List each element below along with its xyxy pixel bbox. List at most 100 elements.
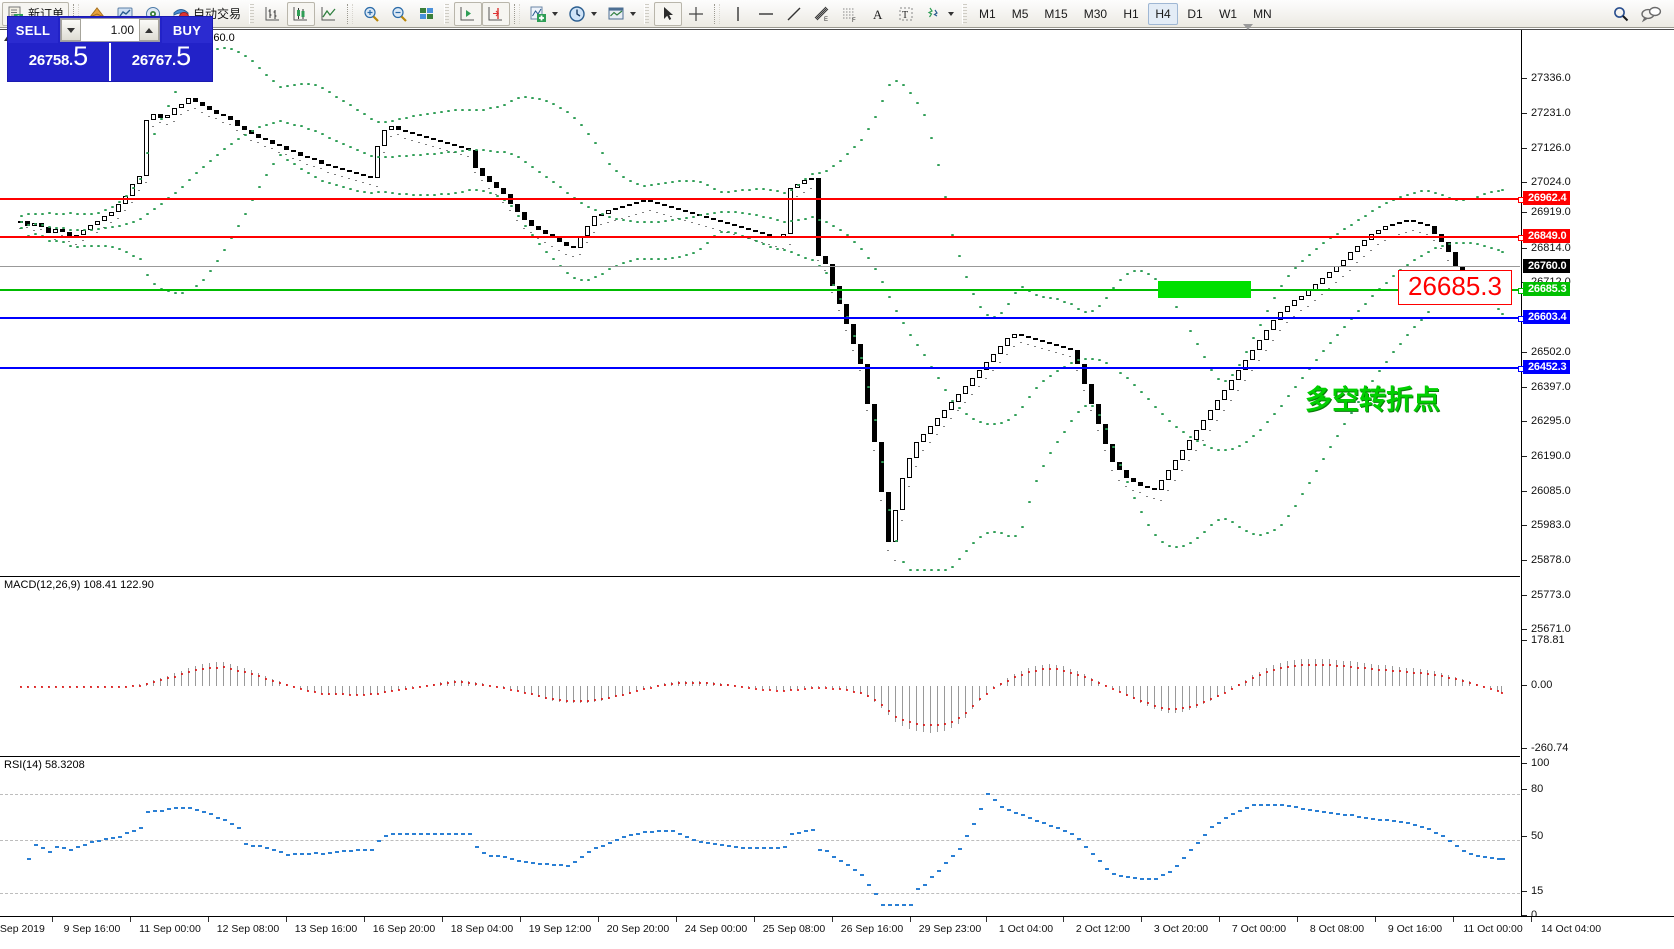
search-icon[interactable] — [1612, 5, 1630, 23]
bollinger-band-point — [398, 192, 401, 195]
timeframe-button-m1[interactable]: M1 — [979, 6, 996, 21]
volume-input[interactable]: 1.00 — [81, 19, 139, 41]
bollinger-band-point — [972, 541, 975, 544]
equidistant-channel-button[interactable]: E — [808, 2, 836, 26]
candlestick — [1165, 470, 1171, 491]
rsi-point — [1245, 806, 1249, 809]
trendline-button[interactable] — [780, 2, 808, 26]
volume-stepper[interactable]: 1.00 — [60, 18, 160, 42]
text-button[interactable]: A — [864, 2, 892, 26]
bollinger-band-point — [720, 190, 723, 193]
candlestick — [836, 286, 842, 311]
chat-icon[interactable] — [1640, 5, 1662, 23]
candlestick — [857, 344, 863, 371]
volume-decrease-button[interactable] — [61, 19, 81, 41]
macd-pane[interactable]: MACD(12,26,9) 108.41 122.90 — [0, 576, 1520, 753]
auto-scroll-button[interactable] — [454, 1, 483, 26]
price-axis[interactable]: 27336.0 27231.0 27126.0 27024.0 26919.0 26814… — [1521, 30, 1674, 949]
horizontal-line-button[interactable] — [752, 2, 780, 26]
ask-price[interactable]: 26767 . 5 — [109, 43, 212, 81]
bar-chart-button[interactable] — [259, 2, 287, 26]
templates-button[interactable] — [602, 2, 641, 26]
support-line-2[interactable] — [0, 366, 1524, 372]
tile-windows-button[interactable] — [413, 2, 441, 26]
candle-body — [129, 184, 135, 196]
resistance-line-1[interactable] — [0, 197, 1524, 203]
chevron-down-icon[interactable] — [591, 11, 598, 16]
rsi-point — [307, 852, 311, 855]
bollinger-band-point — [1490, 191, 1493, 194]
macd-histogram-bar — [230, 663, 231, 686]
current-price-chip[interactable]: 26760.0 — [1523, 259, 1571, 273]
candle-wick — [1097, 430, 1099, 431]
rsi-point — [48, 850, 52, 853]
chevron-down-icon[interactable] — [948, 11, 955, 16]
bid-price[interactable]: 26758 . 5 — [8, 43, 109, 81]
timeframe-button-d1[interactable]: D1 — [1187, 6, 1203, 21]
timeframe-button-h1[interactable]: H1 — [1123, 6, 1139, 21]
chart-canvas[interactable]: DJ30-,H4 26758.0 26760.0 26757.0 26760.0… — [0, 24, 1674, 949]
time-axis-tick: 7 Oct 00:00 — [1231, 923, 1287, 935]
bollinger-band-point — [839, 298, 842, 301]
volume-increase-button[interactable] — [139, 19, 159, 41]
shapes-button[interactable] — [920, 2, 959, 26]
fibonacci-button[interactable]: F — [836, 2, 864, 26]
candlestick — [185, 98, 191, 111]
candlestick-chart-button[interactable] — [287, 1, 316, 26]
bollinger-band-point — [853, 335, 856, 338]
bollinger-middle-point — [1245, 440, 1248, 443]
candle-body — [1025, 336, 1031, 338]
resistance-level-2-chip[interactable]: 26849.0 — [1523, 229, 1571, 243]
pivot-price-tag[interactable]: 26685.3 — [1398, 270, 1512, 305]
line-chart-button[interactable] — [315, 2, 343, 26]
crosshair-button[interactable] — [682, 2, 710, 26]
resistance-line-2[interactable] — [0, 235, 1524, 241]
price-pane[interactable]: 26685.3 多空转折点 — [0, 24, 1524, 571]
toolbar-grip[interactable] — [644, 3, 650, 24]
chevron-down-icon[interactable] — [630, 11, 637, 16]
support-level-1-chip[interactable]: 26603.4 — [1523, 310, 1571, 324]
macd-signal-point — [258, 675, 260, 678]
support-level-2-chip[interactable]: 26452.3 — [1523, 360, 1571, 374]
zoom-out-button[interactable] — [385, 2, 413, 26]
buy-button[interactable]: BUY — [162, 17, 212, 43]
toolbar-grip[interactable] — [249, 3, 255, 24]
chevron-down-icon[interactable] — [552, 11, 559, 16]
timeframe-button-h4[interactable]: H4 — [1148, 2, 1179, 25]
chart-shift-button[interactable] — [482, 1, 511, 26]
current-price-line[interactable] — [0, 266, 1520, 267]
one-click-trading-panel[interactable]: SELL 1.00 BUY 26758 . 5 26767 . 5 — [7, 16, 213, 82]
bollinger-band-point — [1441, 194, 1444, 197]
candle-wick — [40, 229, 42, 230]
cursor-button[interactable] — [654, 1, 683, 26]
timeframe-button-m15[interactable]: M15 — [1044, 6, 1068, 21]
bollinger-middle-point — [349, 146, 352, 149]
support-line-1[interactable] — [0, 316, 1524, 322]
macd-signal-point — [1056, 668, 1058, 671]
timeframe-button-mn[interactable]: MN — [1253, 6, 1272, 21]
sell-button[interactable]: SELL — [8, 17, 58, 43]
timeframe-button-m30[interactable]: M30 — [1083, 6, 1108, 21]
timeframe-button-w1[interactable]: W1 — [1219, 6, 1238, 21]
add-indicator-button[interactable] — [524, 2, 563, 26]
resistance-level-1-chip[interactable]: 26962.4 — [1523, 191, 1571, 205]
vertical-line-button[interactable] — [724, 2, 752, 26]
zoom-in-button[interactable] — [357, 2, 385, 26]
pivot-line[interactable] — [0, 288, 1524, 294]
bollinger-band-point — [251, 199, 254, 202]
toolbar-grip[interactable] — [444, 3, 450, 24]
toolbar-grip[interactable] — [962, 3, 968, 24]
rsi-point — [335, 850, 339, 853]
text-label-button[interactable]: T — [892, 2, 920, 26]
timeframe-button-m5[interactable]: M5 — [1011, 6, 1029, 21]
candlestick — [605, 210, 611, 223]
rsi-point — [580, 855, 584, 858]
rsi-pane[interactable]: RSI(14) 58.3208 — [0, 756, 1520, 945]
period-clock-button[interactable] — [563, 2, 602, 26]
candle-wick — [481, 180, 483, 181]
pivot-level-chip[interactable]: 26685.3 — [1523, 282, 1571, 296]
macd-histogram-bar — [251, 670, 252, 686]
macd-histogram-bar — [601, 686, 602, 701]
macd-signal-point — [1112, 687, 1114, 690]
